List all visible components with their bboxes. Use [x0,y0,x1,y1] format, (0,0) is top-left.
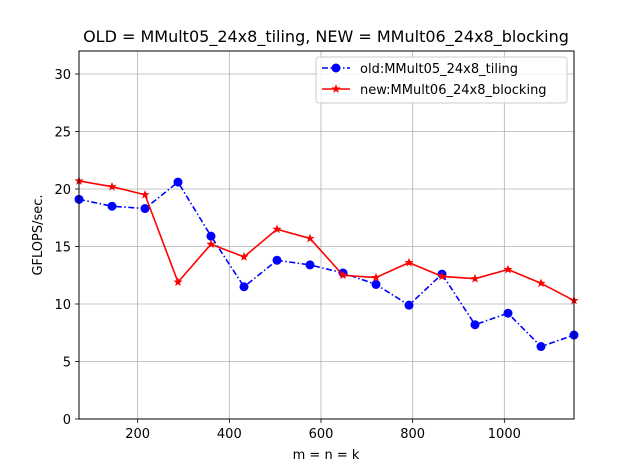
y-tick-label: 30 [54,68,71,83]
y-tick-label: 0 [63,413,71,428]
data-point [239,282,249,292]
x-tick-label: 200 [125,427,150,442]
grid-lines [79,51,574,420]
data-point [206,239,216,249]
data-point [437,271,447,281]
y-tick-label: 20 [54,183,71,198]
data-point [338,270,348,280]
data-point [140,204,150,214]
data-point [239,252,249,261]
data-point [107,201,117,211]
legend-label-new: new:MMult06_24x8_blocking [360,83,547,98]
data-point [470,273,480,283]
data-point [503,308,513,318]
data-point [305,233,315,243]
legend-box [315,56,568,104]
data-point [536,342,546,352]
series-line [78,180,575,302]
data-point [371,272,381,282]
data-point [470,320,480,330]
plot-area-frame [78,50,575,420]
x-tick-label: 600 [309,427,334,442]
series-new [74,176,579,305]
chart-title: OLD = MMult05_24x8_tiling, NEW = MMult06… [83,27,569,47]
legend-marker-new [331,84,341,93]
x-tick-label: 1000 [488,427,521,442]
series-line [78,181,575,348]
x-tick-label: 800 [400,427,425,442]
data-point [503,264,513,274]
data-point [536,278,546,288]
x-axis-ticks: 200 400 600 800 1000 [125,419,521,442]
y-tick-label: 15 [54,241,71,256]
y-axis-label: GFLOPS/sec. [31,194,46,275]
data-point [272,224,282,234]
y-tick-label: 25 [54,126,71,141]
data-point [404,300,414,310]
data-point [272,255,282,265]
y-axis-ticks: 0 5 10 15 20 25 30 [54,68,79,428]
x-tick-label: 400 [217,427,242,442]
x-axis-label: m = n = k [293,448,360,463]
legend-label-old: old:MMult05_24x8_tiling [360,62,518,77]
legend-marker-old [331,63,341,73]
data-point [140,189,150,199]
data-point [404,257,414,267]
data-point [173,277,183,287]
data-point [206,231,216,241]
data-point [107,181,117,191]
legend: old:MMult05_24x8_tiling new:MMult06_24x8… [315,56,568,104]
y-tick-label: 10 [54,298,71,313]
data-point [305,260,315,270]
data-point [371,279,381,289]
y-tick-label: 5 [63,356,71,371]
data-point [173,177,183,187]
series-layer [74,176,579,352]
